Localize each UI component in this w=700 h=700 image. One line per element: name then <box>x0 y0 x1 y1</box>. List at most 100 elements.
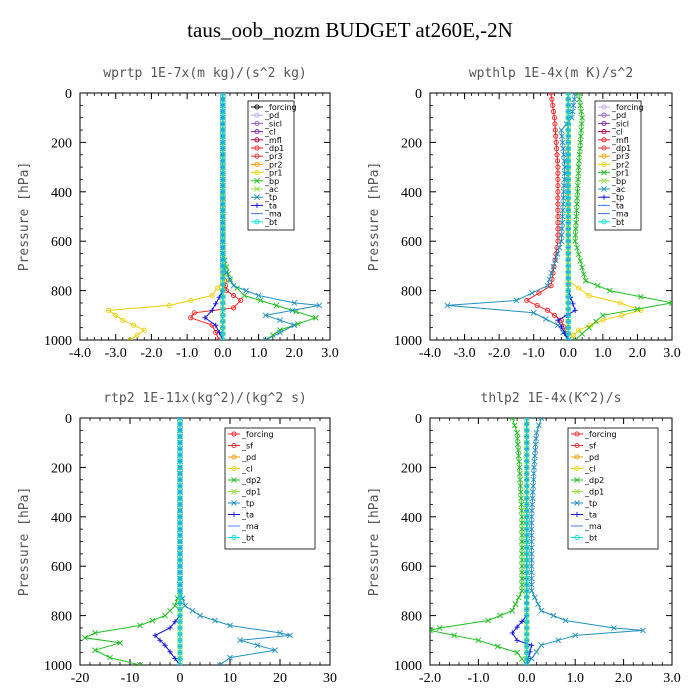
x-tick-label: 2.0 <box>629 346 647 361</box>
y-tick-label: 400 <box>51 186 72 201</box>
legend-marker-bt <box>254 219 260 225</box>
data-point-dp1 <box>231 305 237 311</box>
data-point-bt <box>565 96 571 102</box>
data-point-tp <box>291 300 298 306</box>
data-point-pr2 <box>617 300 623 306</box>
x-tick-label: -10 <box>121 671 140 686</box>
data-point-bt <box>524 520 530 526</box>
legend-label-dp1: _dp1 <box>584 488 604 497</box>
legend-marker-bt <box>601 219 607 225</box>
legend-marker-dp2 <box>231 477 237 483</box>
data-point-bt <box>565 207 571 213</box>
data-point-bt <box>565 250 571 257</box>
data-point-ac <box>558 238 565 245</box>
data-point-tp <box>217 662 223 665</box>
legend-marker-pd <box>574 454 580 460</box>
data-point-ta <box>167 625 173 631</box>
data-point-tp <box>528 569 535 576</box>
data-point-bp <box>241 292 248 299</box>
y-tick-label: 200 <box>401 461 422 476</box>
data-point-tp <box>528 550 535 557</box>
data-point-bt <box>565 121 571 127</box>
legend-label-dp1: _dp1 <box>241 488 261 497</box>
data-point-bt <box>220 139 226 145</box>
legend-label-ta: _ta <box>611 201 624 210</box>
data-point-bt <box>177 631 183 637</box>
data-point-pr1 <box>572 337 579 340</box>
data-point-ac <box>572 93 579 96</box>
data-point-ac <box>513 297 520 304</box>
data-point-pr1 <box>637 293 644 300</box>
x-tick-label: -1.0 <box>467 671 489 686</box>
data-point-bt <box>177 508 183 514</box>
data-point-pr2 <box>570 332 577 338</box>
legend-marker-tp <box>574 500 580 506</box>
data-point-tp <box>640 627 646 634</box>
y-tick-label: 0 <box>65 87 72 102</box>
legend-label-sicl: _sicl <box>264 119 282 128</box>
legend-marker-pr3 <box>254 153 260 159</box>
legend-label-ta: _ta <box>584 511 597 520</box>
legend-marker-pr2 <box>254 161 260 167</box>
legend-marker-forcing <box>254 104 260 110</box>
data-point-tp <box>572 632 579 639</box>
data-point-bt <box>177 594 183 600</box>
data-point-pr1 <box>578 127 585 133</box>
legend-label-bp: _bp <box>611 177 626 186</box>
legend-label-cl: _cl <box>241 465 253 474</box>
data-point-bt <box>565 331 571 337</box>
legend-marker-dp2 <box>574 477 580 483</box>
legend-label-bt: _bt <box>584 534 597 543</box>
y-tick-label: 1000 <box>44 659 72 674</box>
data-point-ta <box>172 619 178 625</box>
x-tick-label: -1.0 <box>523 346 545 361</box>
data-point-tp <box>528 655 535 662</box>
data-point-tp <box>530 483 537 489</box>
data-point-dp2 <box>516 470 523 477</box>
data-point-bt <box>220 158 226 164</box>
legend-label-sf: _sf <box>241 442 253 451</box>
data-point-bt <box>220 300 226 306</box>
y-tick-label: 0 <box>65 412 72 427</box>
legend-box <box>247 100 295 231</box>
legend-marker-pr3 <box>601 153 607 159</box>
data-point-bt <box>177 477 183 483</box>
data-point-bt <box>524 631 530 637</box>
x-tick-label: -20 <box>71 671 90 686</box>
data-point-mfl <box>553 133 559 139</box>
data-point-bt <box>565 263 571 269</box>
panel-1: wprtp 1E-7x(m kg)/(s^2 kg) Pressure [hPa]… <box>17 66 339 361</box>
x-tick-label: -2.0 <box>488 346 510 361</box>
data-point-bt <box>524 625 530 631</box>
figure-title: taus_oob_nozm BUDGET at260E,-2N <box>187 18 513 42</box>
legend-box <box>594 100 642 231</box>
data-point-ta <box>213 322 219 328</box>
data-point-mfl <box>555 238 561 244</box>
data-point-pr1 <box>576 151 583 158</box>
data-point-pr2 <box>576 285 582 291</box>
data-point-bt <box>565 288 571 294</box>
data-point-bt <box>220 269 226 275</box>
legend-label-tp: _tp <box>241 499 254 508</box>
data-point-bt <box>177 656 183 662</box>
data-point-tp <box>611 625 617 631</box>
data-point-bt <box>524 464 530 470</box>
data-point-bt <box>565 294 571 300</box>
data-point-bt <box>220 176 226 182</box>
data-point-dp2 <box>515 441 521 448</box>
legend-marker-ta <box>574 511 580 518</box>
data-point-bt <box>177 576 183 582</box>
data-point-pr1 <box>577 139 584 146</box>
data-point-tp <box>254 642 261 649</box>
data-point-tp <box>528 575 535 582</box>
data-point-dp2 <box>516 464 523 471</box>
x-tick-label: 0 <box>177 671 184 686</box>
data-point-pr1 <box>593 318 599 325</box>
data-point-bp <box>273 302 280 309</box>
data-point-ac <box>559 133 565 140</box>
data-point-bt <box>177 600 183 606</box>
data-point-bt <box>565 183 571 189</box>
data-point-bt <box>177 514 183 520</box>
data-point-tp <box>570 301 576 307</box>
